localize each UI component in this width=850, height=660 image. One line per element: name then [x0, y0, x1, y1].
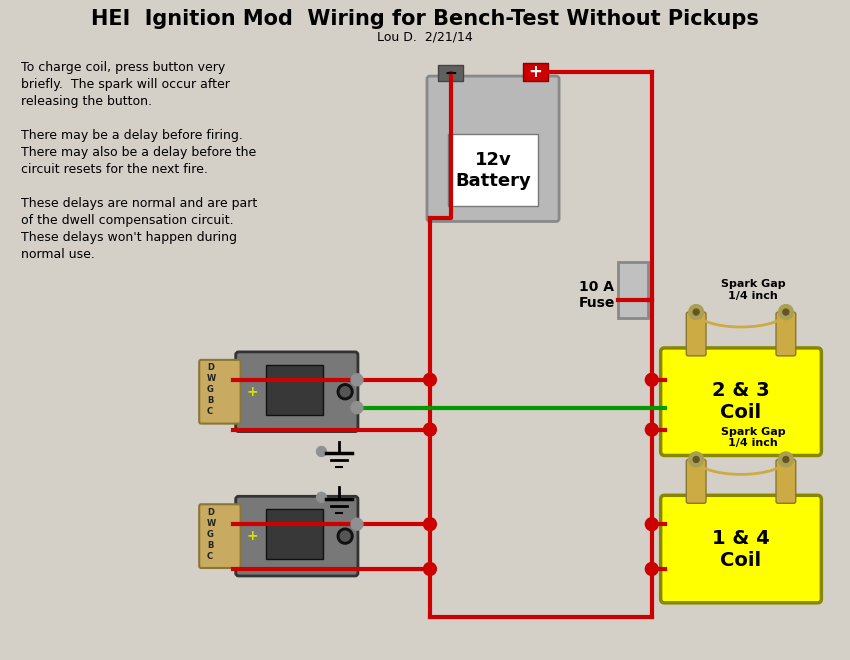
Circle shape [694, 457, 699, 463]
Circle shape [688, 452, 704, 467]
Circle shape [351, 374, 363, 385]
Text: G: G [207, 385, 214, 394]
Text: W: W [207, 519, 217, 528]
Circle shape [783, 309, 789, 315]
FancyBboxPatch shape [199, 360, 241, 424]
Text: +: + [246, 385, 258, 399]
Text: 12v
Battery: 12v Battery [455, 151, 531, 190]
Circle shape [779, 452, 793, 467]
FancyBboxPatch shape [776, 459, 796, 504]
Text: W: W [207, 374, 217, 383]
Bar [618, 262, 648, 318]
Text: B: B [207, 396, 213, 405]
Circle shape [337, 383, 353, 400]
Text: D: D [207, 508, 214, 517]
Circle shape [645, 562, 658, 576]
Circle shape [694, 309, 699, 315]
Circle shape [351, 402, 363, 414]
Bar [266, 365, 324, 414]
Circle shape [340, 531, 350, 541]
Text: C: C [207, 552, 213, 560]
Circle shape [337, 528, 353, 544]
FancyBboxPatch shape [235, 496, 358, 576]
Bar [266, 510, 324, 559]
Circle shape [423, 423, 436, 436]
FancyBboxPatch shape [235, 352, 358, 432]
Circle shape [423, 562, 436, 576]
Circle shape [688, 305, 704, 319]
Circle shape [783, 457, 789, 463]
FancyBboxPatch shape [686, 459, 706, 504]
Text: +: + [246, 529, 258, 543]
Circle shape [351, 518, 363, 530]
FancyBboxPatch shape [660, 348, 821, 455]
FancyBboxPatch shape [686, 312, 706, 356]
Circle shape [645, 423, 658, 436]
Circle shape [779, 305, 793, 319]
Text: HEI  Ignition Mod  Wiring for Bench-Test Without Pickups: HEI Ignition Mod Wiring for Bench-Test W… [91, 9, 759, 29]
Text: To charge coil, press button very
briefly.  The spark will occur after
releasing: To charge coil, press button very briefl… [20, 61, 257, 261]
Bar [438, 65, 463, 81]
Circle shape [340, 387, 350, 397]
Circle shape [316, 492, 326, 502]
Text: B: B [207, 541, 213, 550]
Circle shape [423, 374, 436, 386]
FancyBboxPatch shape [660, 495, 821, 603]
FancyBboxPatch shape [199, 504, 241, 568]
Text: 2 & 3
Coil: 2 & 3 Coil [712, 381, 770, 422]
Text: Spark Gap
1/4 inch: Spark Gap 1/4 inch [721, 427, 785, 448]
Text: D: D [207, 364, 214, 372]
Circle shape [645, 374, 658, 386]
Text: G: G [207, 529, 214, 539]
FancyBboxPatch shape [776, 312, 796, 356]
Text: 1 & 4
Coil: 1 & 4 Coil [712, 529, 770, 570]
Circle shape [645, 517, 658, 531]
Text: Lou D.  2/21/14: Lou D. 2/21/14 [377, 31, 473, 44]
Bar [523, 63, 548, 81]
Bar [448, 134, 538, 205]
Circle shape [423, 517, 436, 531]
Text: +: + [529, 63, 542, 81]
Text: Spark Gap
1/4 inch: Spark Gap 1/4 inch [721, 279, 785, 301]
FancyBboxPatch shape [427, 76, 559, 222]
Text: C: C [207, 407, 213, 416]
Text: 10 A
Fuse: 10 A Fuse [578, 280, 615, 310]
Text: −: − [445, 65, 457, 81]
Circle shape [316, 447, 326, 457]
